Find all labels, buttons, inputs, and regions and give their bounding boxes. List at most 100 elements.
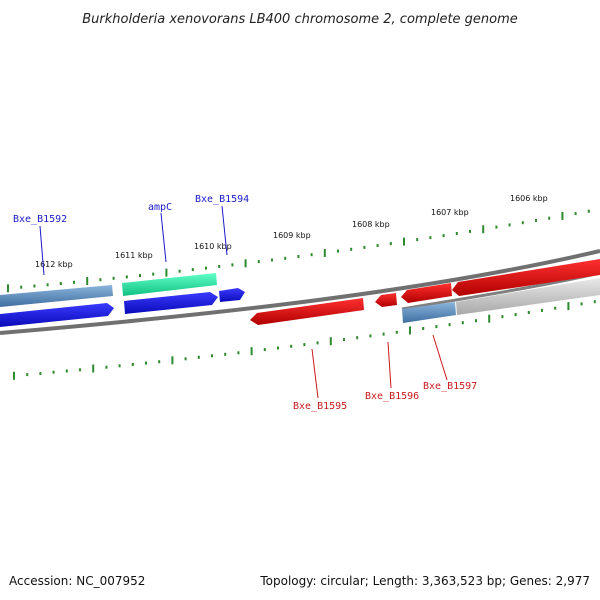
minor-tick-mark [363, 245, 366, 249]
minor-tick-mark [435, 325, 438, 329]
minor-tick-mark [65, 369, 68, 373]
gene-bxe-b1595-arrow[interactable] [250, 298, 364, 325]
major-tick-mark [488, 314, 491, 323]
minor-tick-mark [554, 306, 557, 310]
minor-tick-mark [514, 313, 517, 317]
minor-tick-mark [416, 238, 419, 242]
gene-label-bxe-b1596[interactable]: Bxe_B1596 [365, 391, 419, 402]
tick-label-1606: 1606 kbp [510, 194, 548, 203]
lower-tick-ring [13, 300, 596, 380]
minor-tick-mark [131, 363, 134, 366]
minor-tick-mark [495, 225, 498, 229]
minor-tick-mark [448, 323, 451, 327]
gene-bxe-b1597-arrow[interactable] [401, 283, 452, 303]
gene-amp-c-selected-arrow[interactable] [122, 273, 217, 296]
minor-tick-mark [205, 266, 207, 270]
leader-amp-c [160, 212, 167, 263]
minor-tick-mark [20, 285, 23, 289]
major-tick-mark [567, 302, 570, 311]
genome-backbone-outer [0, 249, 600, 335]
minor-tick-mark [237, 351, 240, 355]
minor-tick-mark [429, 236, 432, 240]
rna-feature-forward[interactable] [0, 285, 113, 307]
minor-tick-mark [73, 280, 75, 284]
minor-tick-mark [125, 275, 128, 279]
upper-tick-ring [7, 209, 590, 293]
minor-tick-mark [442, 234, 445, 238]
accession-text: Accession: NC_007952 [9, 574, 146, 588]
tick-label-1611: 1611 kbp [115, 251, 153, 260]
minor-tick-mark [395, 330, 398, 334]
minor-tick-mark [593, 300, 596, 304]
minor-tick-mark [350, 247, 353, 251]
minor-tick-mark [257, 260, 260, 264]
major-tick-mark [409, 326, 411, 335]
gene-right-edge-reverse-arrow[interactable] [452, 259, 600, 296]
rna-feature-reverse[interactable] [402, 302, 456, 323]
gene-label-bxe-b1592[interactable]: Bxe_B1592 [13, 214, 67, 225]
major-tick-mark [171, 356, 174, 365]
minor-tick-mark [218, 265, 221, 268]
minor-tick-mark [303, 343, 306, 347]
minor-tick-mark [535, 219, 537, 222]
leader-bxe-b1597 [432, 334, 448, 381]
leader-bxe-b1595 [311, 348, 319, 399]
gene-bxe-b1592-arrow[interactable] [0, 303, 114, 327]
gene-amp-c-arrow[interactable] [124, 292, 218, 314]
tick-label-1612: 1612 kbp [35, 260, 73, 269]
major-tick-mark [329, 337, 332, 346]
minor-tick-mark [224, 352, 227, 356]
minor-tick-mark [580, 302, 583, 306]
major-tick-mark [86, 277, 89, 285]
minor-tick-mark [105, 365, 108, 369]
minor-tick-mark [501, 315, 504, 319]
minor-tick-mark [587, 209, 590, 213]
minor-tick-mark [158, 360, 161, 364]
minor-tick-mark [382, 332, 385, 336]
minor-tick-mark [548, 216, 551, 220]
minor-tick-mark [39, 372, 42, 375]
minor-tick-mark [52, 370, 55, 374]
leader-bxe-b1596 [387, 341, 392, 389]
tick-label-1609: 1609 kbp [273, 231, 311, 240]
gene-label-amp-c[interactable]: ampC [148, 202, 172, 213]
gene-label-bxe-b1597[interactable]: Bxe_B1597 [423, 381, 477, 392]
major-tick-mark [165, 268, 168, 277]
minor-tick-mark [191, 268, 194, 272]
minor-tick-mark [59, 282, 62, 285]
minor-tick-mark [118, 364, 121, 368]
minor-tick-mark [290, 344, 293, 348]
minor-tick-mark [197, 355, 200, 359]
minor-tick-mark [26, 373, 29, 377]
minor-tick-mark [369, 334, 372, 338]
minor-tick-mark [46, 283, 49, 287]
gene-label-bxe-b1594[interactable]: Bxe_B1594 [195, 194, 249, 205]
minor-tick-mark [541, 308, 543, 312]
major-tick-mark [92, 364, 95, 373]
major-tick-mark [13, 371, 15, 380]
minor-tick-mark [263, 348, 266, 352]
tick-label-1610: 1610 kbp [194, 242, 232, 251]
major-tick-mark [7, 284, 9, 293]
minor-tick-mark [231, 263, 234, 267]
minor-tick-mark [508, 223, 511, 227]
minor-tick-mark [145, 361, 147, 365]
gene-label-bxe-b1595[interactable]: Bxe_B1595 [293, 401, 347, 412]
minor-tick-mark [139, 274, 141, 277]
major-tick-mark [482, 225, 485, 234]
minor-tick-mark [574, 212, 577, 216]
major-tick-mark [403, 237, 405, 246]
grey-feature-reverse[interactable] [456, 278, 600, 315]
minor-tick-mark [521, 221, 524, 225]
gene-bxe-b1596-arrow[interactable] [375, 293, 397, 307]
major-tick-mark [561, 211, 564, 220]
leader-bxe-b1594 [221, 205, 228, 256]
minor-tick-mark [376, 244, 379, 247]
gene-bxe-b1594-arrow[interactable] [219, 288, 245, 302]
minor-tick-mark [277, 346, 279, 350]
leader-bxe-b1592 [39, 225, 45, 276]
minor-tick-mark [112, 276, 115, 280]
minor-tick-mark [33, 284, 36, 288]
minor-tick-mark [211, 354, 213, 358]
